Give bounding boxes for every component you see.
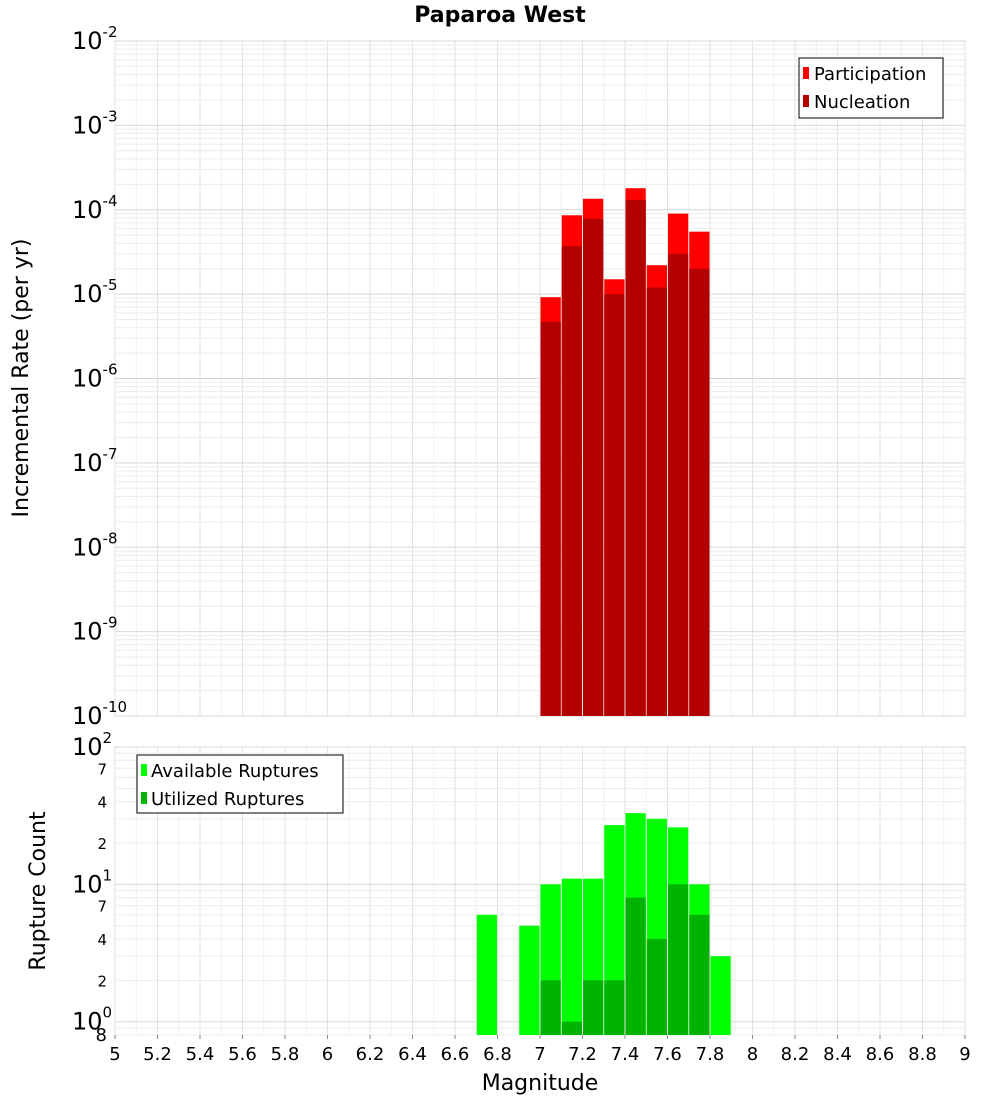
bottom-utilized-ruptures-bar: [583, 980, 604, 1035]
x-ticks: 5 5.2 5.4 5.6 5.8 6 6.2 6.4 6.6 6.8 7 7.2 7.4 7.6 7.8 8…: [109, 1035, 971, 1065]
bottom-y-axis-label: Rupture Count: [26, 811, 51, 971]
x-tick-label: 7: [534, 1044, 545, 1065]
legend-swatch-utilized: [141, 792, 147, 804]
x-tick-label: 7.8: [696, 1044, 725, 1065]
x-axis-label: Magnitude: [482, 1071, 599, 1096]
x-tick-label: 8: [747, 1044, 758, 1065]
bottom-y-minor-tick-label: 4: [97, 931, 107, 949]
top-nucleation-bar: [604, 294, 625, 716]
bottom-available-ruptures-bar: [519, 925, 540, 1035]
bottom-y-ticks: 102 101 100 7 4 2 7 4 2 8: [72, 729, 112, 1046]
top-y-tick-label: 10-5: [72, 276, 118, 308]
legend-label-participation: Participation: [814, 64, 926, 85]
top-y-tick-label: 10-2: [72, 23, 118, 55]
bottom-legend-box: [136, 754, 344, 814]
top-legend: Participation Nucleation: [798, 57, 944, 119]
x-tick-label: 5.4: [186, 1044, 215, 1065]
top-y-tick-label: 10-4: [72, 192, 118, 224]
x-tick-label: 6.4: [398, 1044, 427, 1065]
top-nucleation-bar: [540, 321, 561, 716]
x-tick-label: 5.2: [143, 1044, 172, 1065]
x-tick-label: 5: [109, 1044, 120, 1065]
x-tick-label: 6.2: [356, 1044, 385, 1065]
top-nucleation-bar: [561, 246, 582, 716]
x-tick-label: 8.6: [866, 1044, 895, 1065]
bottom-y-minor-tick-label: 7: [97, 898, 107, 916]
legend-label-nucleation: Nucleation: [814, 92, 910, 113]
x-tick-label: 8.2: [781, 1044, 810, 1065]
x-tick-label: 7.2: [568, 1044, 597, 1065]
top-bars: [540, 188, 710, 717]
top-nucleation-bar: [689, 268, 710, 716]
top-grid: [114, 40, 966, 717]
bottom-panel: 102 101 100 7 4 2 7 4 2 8 5 5.2 5.4 5.6 5.8 6 6.2 6.4 6.6…: [26, 729, 971, 1096]
top-y-ticks: 10-2 10-3 10-4 10-5 10-6 10-7 10-8 10-9 10-10: [72, 23, 127, 730]
bottom-y-minor-tick-label: 4: [97, 794, 107, 812]
top-nucleation-bar: [668, 253, 689, 716]
bottom-utilized-ruptures-bar: [604, 980, 625, 1035]
top-y-tick-label: 10-10: [72, 698, 127, 730]
x-tick-label: 8.8: [908, 1044, 937, 1065]
bottom-utilized-ruptures-bar: [668, 884, 689, 1035]
top-legend-box: [798, 57, 944, 119]
top-y-tick-label: 10-7: [72, 445, 118, 477]
bottom-y-minor-tick-label: 2: [97, 972, 107, 990]
x-tick-label: 5.8: [271, 1044, 300, 1065]
x-tick-label: 6.6: [441, 1044, 470, 1065]
chart-title: Paparoa West: [414, 3, 586, 28]
legend-label-available: Available Ruptures: [151, 761, 319, 782]
x-tick-label: 6: [322, 1044, 333, 1065]
x-tick-label: 7.4: [611, 1044, 640, 1065]
legend-swatch-available: [141, 764, 147, 776]
x-tick-label: 6.8: [483, 1044, 512, 1065]
top-y-axis-label: Incremental Rate (per yr): [9, 239, 34, 518]
bottom-y-tick-label: 100: [72, 1004, 112, 1036]
top-nucleation-bar: [646, 287, 667, 716]
top-nucleation-bar: [625, 200, 646, 716]
bottom-y-tick-label: 102: [72, 729, 112, 761]
x-tick-label: 7.6: [653, 1044, 682, 1065]
x-tick-label: 9: [959, 1044, 970, 1065]
top-y-tick-label: 10-3: [72, 107, 118, 139]
bottom-bars: [476, 813, 731, 1035]
top-y-tick-label: 10-6: [72, 361, 118, 393]
top-nucleation-bar: [583, 218, 604, 716]
bottom-available-ruptures-bar: [476, 914, 497, 1035]
legend-swatch-participation: [803, 67, 809, 79]
legend-swatch-nucleation: [803, 95, 809, 107]
bottom-utilized-ruptures-bar: [625, 897, 646, 1035]
bottom-y-minor-tick-label: 8: [96, 1025, 107, 1046]
bottom-y-tick-label: 101: [72, 866, 112, 898]
x-tick-label: 8.4: [823, 1044, 852, 1065]
bottom-y-minor-tick-label: 7: [97, 760, 107, 778]
top-y-tick-label: 10-8: [72, 529, 118, 561]
bottom-available-ruptures-bar: [710, 956, 731, 1035]
bottom-utilized-ruptures-bar: [540, 980, 561, 1035]
bottom-legend: Available Ruptures Utilized Ruptures: [136, 754, 344, 814]
legend-label-utilized: Utilized Ruptures: [151, 789, 304, 810]
top-panel: 10-2 10-3 10-4 10-5 10-6 10-7 10-8 10-9 10-10 In…: [9, 23, 966, 730]
bottom-y-minor-tick-label: 2: [97, 835, 107, 853]
top-y-tick-label: 10-9: [72, 614, 118, 646]
bottom-utilized-ruptures-bar: [689, 914, 710, 1035]
x-tick-label: 5.6: [228, 1044, 257, 1065]
bottom-available-ruptures-bar: [561, 878, 582, 1035]
bottom-utilized-ruptures-bar: [646, 939, 667, 1035]
bottom-utilized-ruptures-bar: [561, 1021, 582, 1035]
